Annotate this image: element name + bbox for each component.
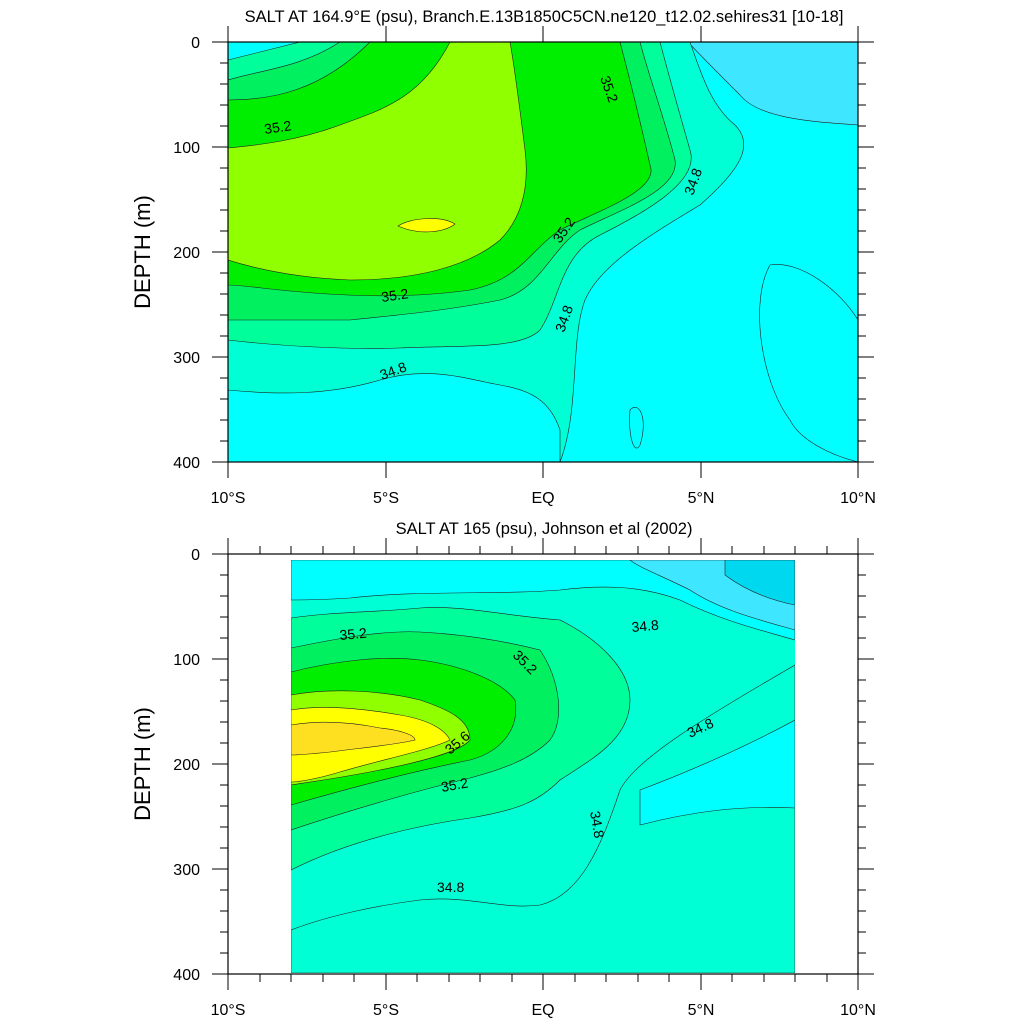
x-tick-label: 5°N <box>688 490 715 507</box>
y-tick-label: 0 <box>191 35 200 52</box>
panel-bottom: SALT AT 165 (psu), Johnson et al (2002) <box>130 520 876 1019</box>
panel-top-contours <box>228 42 858 462</box>
x-tick-label: EQ <box>531 1002 554 1019</box>
contour-label: 34.8 <box>631 617 660 635</box>
y-tick-label: 200 <box>173 245 200 262</box>
panel-bottom-x-axis: 10°S 5°S EQ 5°N 10°N <box>211 1002 876 1019</box>
x-tick-label: 5°S <box>373 490 399 507</box>
y-axis-label: DEPTH (m) <box>130 707 155 821</box>
panel-top-title: SALT AT 164.9°E (psu), Branch.E.13B1850C… <box>245 8 844 26</box>
panel-bottom-y-ticks <box>212 553 874 975</box>
contour-label: 35.2 <box>263 117 292 137</box>
panel-top-x-ticks <box>227 26 859 478</box>
panel-top-y-axis: 0 100 200 300 400 DEPTH (m) <box>130 35 200 472</box>
x-tick-label: 5°N <box>688 1002 715 1019</box>
contour-label: 35.2 <box>380 285 409 305</box>
x-tick-label: 5°S <box>373 1002 399 1019</box>
y-tick-label: 300 <box>173 862 200 879</box>
y-tick-label: 200 <box>173 757 200 774</box>
panel-top-y-ticks <box>212 41 874 463</box>
panel-bottom-y-axis: 0 100 200 300 400 DEPTH (m) <box>130 547 200 984</box>
x-tick-label: 10°S <box>211 490 246 507</box>
panel-top: SALT AT 164.9°E (psu), Branch.E.13B1850C… <box>130 8 876 507</box>
panel-bottom-contours <box>291 560 795 973</box>
panel-top-x-axis: 10°S 5°S EQ 5°N 10°N <box>211 490 876 507</box>
y-tick-label: 100 <box>173 140 200 157</box>
y-tick-label: 400 <box>173 455 200 472</box>
contour-label: 35.2 <box>339 625 368 643</box>
panel-bottom-title: SALT AT 165 (psu), Johnson et al (2002) <box>396 520 693 538</box>
contour-label: 35.2 <box>440 774 470 795</box>
contour-label: 34.8 <box>587 810 608 840</box>
y-tick-label: 300 <box>173 350 200 367</box>
x-tick-label: 10°N <box>840 1002 876 1019</box>
x-tick-label: 10°S <box>211 1002 246 1019</box>
y-tick-label: 0 <box>191 547 200 564</box>
panel-bottom-x-ticks <box>227 538 859 990</box>
y-tick-label: 100 <box>173 652 200 669</box>
y-axis-label: DEPTH (m) <box>130 195 155 309</box>
x-tick-label: EQ <box>531 490 554 507</box>
y-tick-label: 400 <box>173 967 200 984</box>
contour-label: 34.8 <box>437 879 464 895</box>
x-tick-label: 10°N <box>840 490 876 507</box>
